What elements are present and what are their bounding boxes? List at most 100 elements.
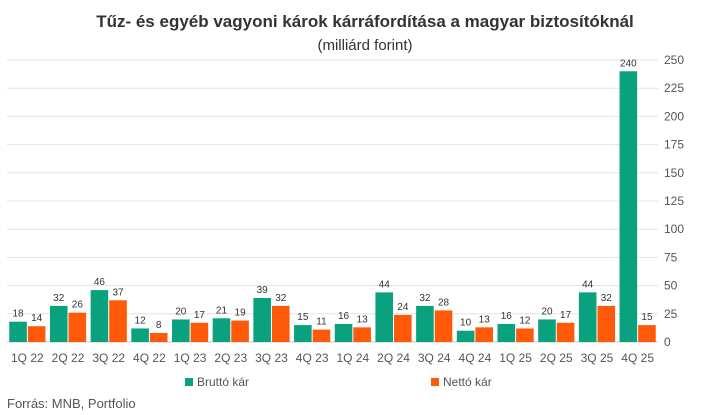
y-tick-label: 125: [664, 194, 684, 208]
x-tick-label: 4Q 23: [296, 351, 329, 365]
data-label-brutto: 240: [620, 58, 637, 69]
bar-brutto: [619, 71, 638, 342]
data-label-netto: 17: [194, 310, 206, 321]
legend-swatch-netto: [431, 378, 439, 386]
y-tick-label: 100: [664, 222, 684, 236]
data-label-brutto: 39: [257, 285, 269, 296]
data-label-netto: 13: [357, 314, 369, 325]
data-label-brutto: 20: [175, 306, 187, 317]
data-label-brutto: 12: [135, 315, 147, 326]
y-tick-label: 225: [664, 81, 684, 95]
data-label-brutto: 20: [541, 306, 553, 317]
x-tick-label: 2Q 24: [377, 351, 410, 365]
legend-label-brutto: Bruttó kár: [197, 375, 249, 389]
x-tick-label: 2Q 23: [214, 351, 247, 365]
x-tick-label: 1Q 23: [174, 351, 207, 365]
x-tick-label: 3Q 24: [418, 351, 451, 365]
x-tick-label: 3Q 23: [255, 351, 288, 365]
source-note: Forrás: MNB, Portfolio: [7, 396, 136, 411]
bar-netto: [109, 300, 127, 342]
data-label-netto: 24: [397, 302, 409, 313]
bar-brutto: [334, 323, 353, 342]
bar-netto: [231, 320, 249, 342]
data-label-netto: 37: [112, 287, 124, 298]
x-tick-label: 2Q 22: [52, 351, 85, 365]
y-axis: 0 25 50 75 100 125 150 175 200 225 250: [664, 53, 684, 349]
data-label-netto: 12: [519, 315, 531, 326]
y-tick-label: 200: [664, 109, 684, 123]
x-tick-label: 4Q 25: [621, 351, 654, 365]
y-tick-label: 50: [664, 279, 678, 293]
bar-netto: [638, 325, 656, 342]
bar-brutto: [375, 292, 394, 342]
bar-brutto: [212, 318, 231, 342]
data-label-netto: 28: [438, 297, 450, 308]
bar-brutto: [49, 305, 68, 342]
data-labels: 18 14 32 26 46 37 12 8 20 17 21 19 39 32 15 11 16 13 44 24 3…: [12, 58, 652, 331]
data-label-netto: 15: [641, 312, 653, 323]
y-tick-label: 150: [664, 166, 684, 180]
bars: [9, 71, 656, 342]
bar-netto: [312, 329, 331, 342]
chart-title: Tűz- és egyéb vagyoni károk kárráfordítá…: [96, 12, 634, 31]
data-label-netto: 26: [72, 300, 84, 311]
chart-subtitle: (milliárd forint): [317, 37, 412, 54]
bar-netto: [597, 305, 616, 342]
data-label-netto: 32: [275, 293, 287, 304]
data-label-brutto: 32: [53, 293, 65, 304]
y-tick-label: 175: [664, 138, 684, 152]
x-tick-label: 1Q 24: [336, 351, 369, 365]
y-tick-label: 0: [664, 335, 671, 349]
data-label-netto: 11: [316, 317, 327, 328]
data-label-brutto: 21: [216, 305, 228, 316]
data-label-brutto: 46: [94, 277, 106, 288]
x-axis: 1Q 22 2Q 22 3Q 22 4Q 22 1Q 23 2Q 23 3Q 23 4Q 23…: [11, 351, 654, 365]
bar-netto: [475, 327, 494, 342]
x-tick-label: 3Q 25: [581, 351, 614, 365]
data-label-netto: 14: [31, 313, 43, 324]
bar-brutto: [171, 319, 190, 342]
legend-swatch-brutto: [185, 378, 193, 386]
data-label-brutto: 10: [460, 318, 472, 329]
bar-brutto: [416, 305, 434, 342]
bar-brutto: [294, 325, 312, 342]
bar-brutto: [90, 290, 109, 342]
x-tick-label: 4Q 24: [459, 351, 492, 365]
bar-netto: [271, 305, 290, 342]
bar-netto: [434, 310, 453, 342]
bar-netto: [190, 322, 209, 342]
data-label-netto: 32: [601, 293, 613, 304]
data-label-brutto: 16: [338, 311, 350, 322]
bar-netto: [394, 314, 412, 342]
bar-brutto: [253, 298, 271, 342]
bar-brutto: [538, 319, 556, 342]
data-label-brutto: 16: [501, 311, 513, 322]
data-label-brutto: 44: [379, 279, 391, 290]
y-tick-label: 25: [664, 307, 678, 321]
data-label-netto: 8: [156, 320, 162, 331]
bar-brutto: [9, 321, 27, 342]
bar-brutto: [131, 328, 149, 342]
x-tick-label: 3Q 22: [92, 351, 125, 365]
bar-brutto: [456, 330, 475, 342]
data-label-netto: 19: [235, 308, 247, 319]
x-tick-label: 1Q 22: [11, 351, 44, 365]
bar-brutto: [497, 323, 516, 342]
bar-brutto: [578, 292, 597, 342]
bar-netto: [353, 327, 371, 342]
data-label-netto: 13: [479, 314, 491, 325]
legend: Bruttó kár Nettó kár: [185, 375, 492, 389]
data-label-brutto: 32: [419, 293, 431, 304]
bar-netto: [27, 326, 46, 342]
y-tick-label: 250: [664, 53, 684, 67]
data-label-netto: 17: [560, 310, 572, 321]
legend-label-netto: Nettó kár: [443, 375, 492, 389]
x-tick-label: 2Q 25: [540, 351, 573, 365]
bar-netto: [516, 328, 534, 342]
x-tick-label: 4Q 22: [133, 351, 166, 365]
y-tick-label: 75: [664, 250, 678, 264]
x-tick-label: 1Q 25: [499, 351, 532, 365]
bar-netto: [556, 322, 575, 342]
data-label-brutto: 18: [12, 309, 24, 320]
